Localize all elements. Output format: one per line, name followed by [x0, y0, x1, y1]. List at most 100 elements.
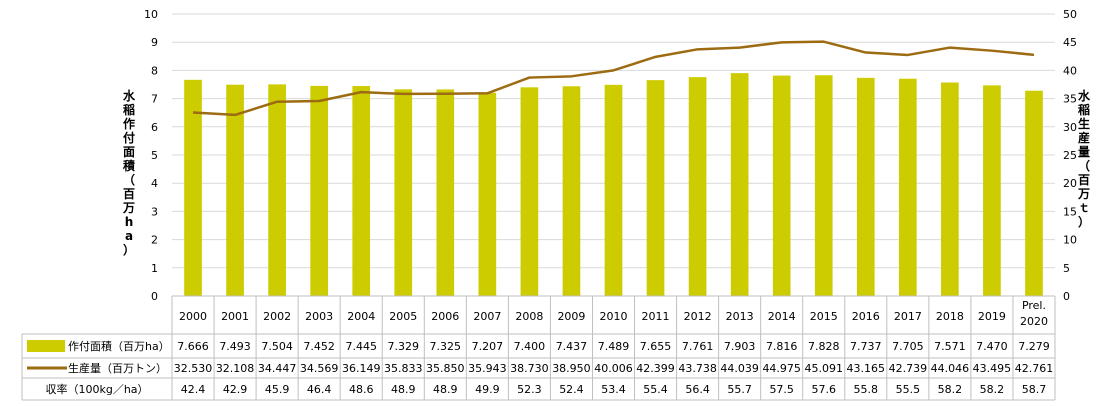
table-cell: 7.437 [556, 340, 588, 353]
table-cell: 7.493 [219, 340, 251, 353]
table-cell: 42.9 [223, 383, 248, 396]
table-cell: 7.452 [303, 340, 335, 353]
y-tick-left: 5 [151, 149, 158, 162]
x-tick-label: 2008 [515, 310, 543, 323]
bar [604, 84, 623, 296]
y-tick-right: 5 [1063, 262, 1070, 275]
bar [983, 85, 1001, 296]
table-cell: 34.447 [258, 362, 297, 375]
y-axis-title-left: 水稲作付面積（百万 h a） [122, 88, 136, 257]
line-series [192, 40, 1035, 117]
table-cell: 7.571 [934, 340, 966, 353]
table-cell: 58.2 [980, 383, 1005, 396]
y-tick-left: 4 [151, 177, 158, 190]
table-cell: 7.828 [808, 340, 840, 353]
x-tick-label: 2014 [768, 310, 796, 323]
table-cell: 42.761 [1015, 362, 1054, 375]
y-tick-left: 8 [151, 64, 158, 77]
x-tick-label: 2018 [936, 310, 964, 323]
y-tick-right: 50 [1063, 8, 1077, 21]
table-cell: 7.705 [892, 340, 924, 353]
table-cell: 49.9 [475, 383, 500, 396]
y-tick-right: 25 [1063, 149, 1077, 162]
legend-label-area: 作付面積（百万ha） [68, 339, 170, 353]
x-tick-label: 2007 [473, 310, 501, 323]
y-tick-left: 6 [151, 121, 158, 134]
table-cell: 7.400 [514, 340, 546, 353]
table-cell: 38.730 [510, 362, 549, 375]
legend-key-bar [27, 340, 65, 352]
table-cell: 52.4 [559, 383, 584, 396]
bar [352, 86, 371, 297]
table-cell: 36.149 [342, 362, 381, 375]
bar [730, 73, 749, 296]
legend-label-production: 生産量（百万トン） [68, 361, 167, 375]
y-tick-right: 10 [1063, 234, 1077, 247]
table-cell: 35.850 [426, 362, 465, 375]
y-tick-left: 9 [151, 36, 158, 49]
y-tick-right: 35 [1063, 93, 1077, 106]
x-tick-label: 2015 [810, 310, 838, 323]
table-cell: 7.470 [976, 340, 1008, 353]
table-cell: 58.2 [938, 383, 963, 396]
y-tick-left: 3 [151, 205, 158, 218]
table-cell: 46.4 [307, 383, 332, 396]
table-cell: 45.091 [804, 362, 843, 375]
table-cell: 7.279 [1018, 340, 1050, 353]
y-tick-right: 0 [1063, 290, 1070, 303]
table-cell: 48.6 [349, 383, 374, 396]
table-cell: 42.4 [181, 383, 206, 396]
table-cell: 7.489 [598, 340, 630, 353]
table-cell: 7.325 [430, 340, 462, 353]
table-cell: 55.4 [643, 383, 668, 396]
table-cell: 7.816 [766, 340, 798, 353]
table-cell: 7.737 [850, 340, 882, 353]
table-cell: 7.655 [640, 340, 672, 353]
table-cell: 44.975 [762, 362, 801, 375]
table-cell: 52.3 [517, 383, 542, 396]
x-tick-label: 2019 [978, 310, 1006, 323]
x-tick-label: 2001 [221, 310, 249, 323]
table-cell: 7.445 [345, 340, 377, 353]
table-cell: 7.761 [682, 340, 714, 353]
table-cell: 55.8 [854, 383, 879, 396]
x-tick-label: 2004 [347, 310, 375, 323]
x-tick-label: Prel. 2020 [1020, 299, 1048, 328]
y-tick-left: 10 [144, 8, 158, 21]
bar [814, 75, 833, 296]
bar [520, 87, 539, 296]
x-tick-label: 2011 [642, 310, 670, 323]
bar [856, 77, 875, 297]
y-tick-right: 30 [1063, 121, 1077, 134]
y-tick-left: 1 [151, 262, 158, 275]
y-tick-left: 2 [151, 234, 158, 247]
bar [310, 85, 328, 296]
table-cell: 57.5 [769, 383, 794, 396]
table-cell: 56.4 [685, 383, 710, 396]
table-cell: 53.4 [601, 383, 626, 396]
table-cell: 55.7 [727, 383, 752, 396]
x-tick-label: 2017 [894, 310, 922, 323]
table-cell: 43.495 [973, 362, 1012, 375]
table-cell: 45.9 [265, 383, 290, 396]
x-tick-label: 2010 [600, 310, 628, 323]
bar [1025, 90, 1043, 296]
bar [562, 86, 581, 296]
x-tick-label: 2005 [389, 310, 417, 323]
table-cell: 44.046 [931, 362, 970, 375]
table-cell: 44.039 [720, 362, 759, 375]
bar [226, 84, 244, 296]
bar [941, 82, 959, 296]
table-cell: 43.738 [678, 362, 717, 375]
y-tick-left: 0 [151, 290, 158, 303]
bar [646, 80, 665, 296]
table-cell: 42.739 [889, 362, 928, 375]
bar [688, 77, 707, 296]
table-cell: 55.5 [896, 383, 921, 396]
x-tick-label: 2002 [263, 310, 291, 323]
table-cell: 34.569 [300, 362, 339, 375]
x-tick-label: 2006 [431, 310, 459, 323]
table-cell: 40.006 [594, 362, 633, 375]
y-tick-right: 15 [1063, 205, 1077, 218]
